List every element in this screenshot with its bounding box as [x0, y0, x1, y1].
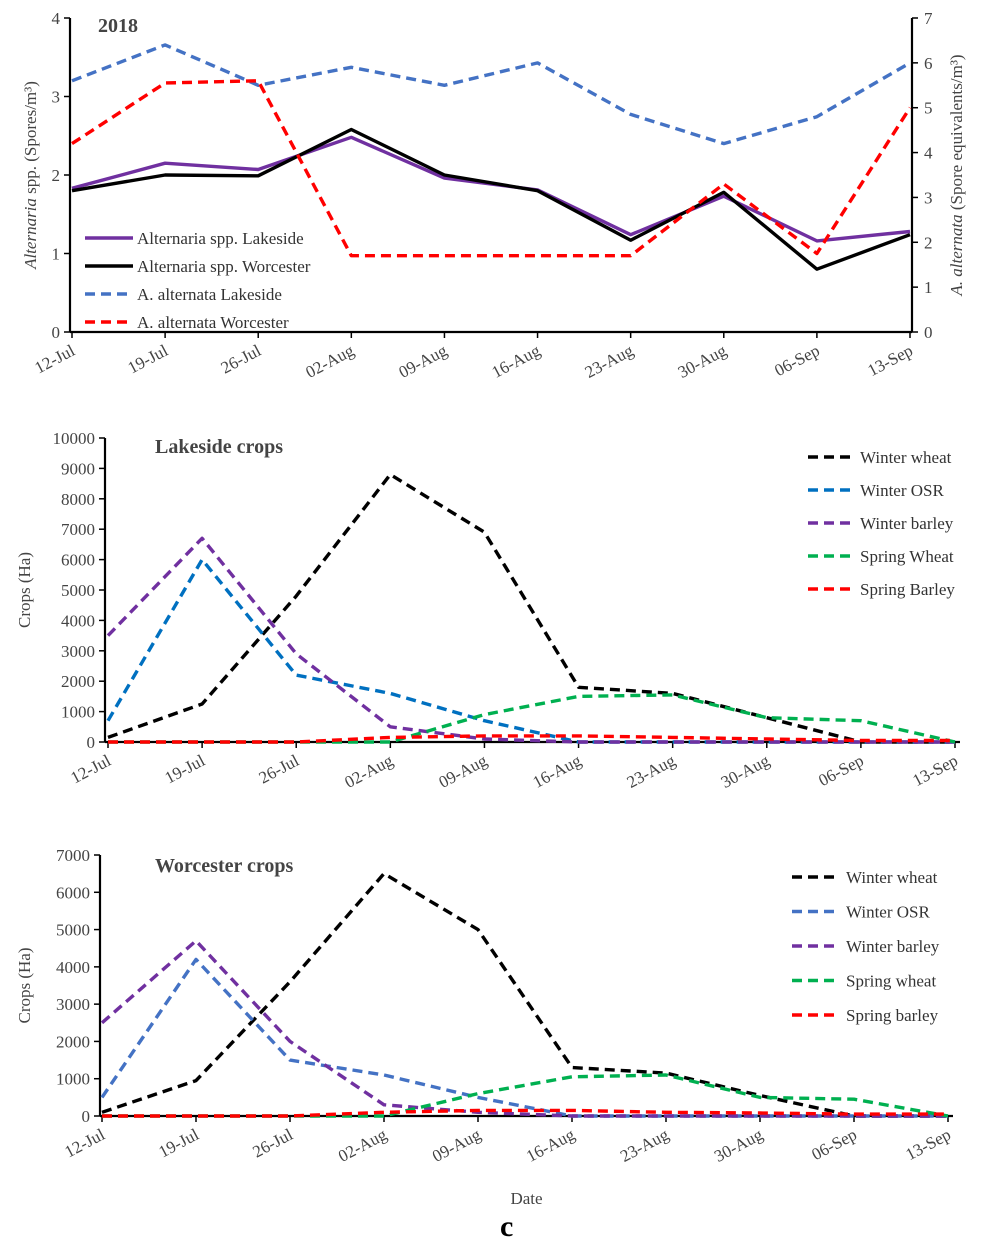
y2-tick-label: 6 — [924, 54, 933, 73]
x-tick-label: 09-Aug — [429, 1125, 484, 1166]
x-tick-label: 06-Sep — [808, 1125, 859, 1164]
y-tick-label: 4 — [52, 9, 61, 28]
legend-label: Winter wheat — [860, 448, 952, 467]
y-tick-label: 1000 — [56, 1070, 90, 1089]
legend-label: Winter wheat — [846, 868, 938, 887]
y-tick-label: 0 — [82, 1107, 91, 1126]
legend-label: Winter OSR — [860, 481, 944, 500]
y-tick-label: 8000 — [61, 490, 95, 509]
series-line — [102, 1073, 949, 1118]
series-line — [71, 127, 911, 271]
series-line — [107, 472, 955, 744]
y-tick-label: 2 — [52, 166, 61, 185]
x-tick-label: 16-Aug — [523, 1125, 578, 1166]
x-tick-label: 19-Jul — [155, 1125, 202, 1162]
x-tick-label: 23-Aug — [617, 1125, 672, 1166]
y2-tick-label: 7 — [924, 9, 933, 28]
y-tick-label: 6000 — [56, 883, 90, 902]
legend-label: A. alternata Worcester — [137, 313, 289, 332]
legend-label: Spring barley — [846, 1006, 939, 1025]
series-line — [71, 43, 911, 146]
y2-tick-label: 3 — [924, 188, 933, 207]
x-tick-label: 26-Jul — [256, 751, 303, 788]
y-tick-label: 1 — [52, 245, 61, 264]
series-line — [106, 536, 955, 744]
y-tick-label: 3000 — [56, 995, 90, 1014]
y2-tick-label: 1 — [924, 278, 933, 297]
series-line — [100, 939, 948, 1118]
x-tick-label: 12-Jul — [31, 341, 78, 378]
y-axis-label: Crops (Ha) — [15, 947, 34, 1023]
y-tick-label: 10000 — [53, 429, 96, 448]
y2-tick-label: 2 — [924, 233, 933, 252]
series-line — [100, 957, 948, 1118]
chart-title: Lakeside crops — [155, 436, 283, 458]
y2-tick-label: 4 — [924, 144, 933, 163]
x-tick-label: 30-Aug — [718, 751, 773, 792]
x-tick-label: 30-Aug — [675, 341, 730, 382]
y-tick-label: 6000 — [61, 551, 95, 570]
y-tick-label: 4000 — [56, 958, 90, 977]
y-tick-label: 2000 — [61, 672, 95, 691]
y-tick-label: 7000 — [61, 520, 95, 539]
x-tick-label: 16-Aug — [530, 751, 585, 792]
x-tick-label: 02-Aug — [335, 1125, 390, 1166]
x-tick-label: 12-Jul — [61, 1125, 108, 1162]
series-line — [106, 557, 955, 744]
legend-label: Winter barley — [860, 514, 954, 533]
x-tick-label: 30-Aug — [711, 1125, 766, 1166]
series-line — [71, 79, 912, 258]
series-line — [71, 135, 911, 243]
x-tick-label: 23-Aug — [624, 751, 679, 792]
x-tick-label: 23-Aug — [582, 341, 637, 382]
y-tick-label: 5000 — [61, 581, 95, 600]
legend-label: Alternaria spp. Worcester — [137, 257, 311, 276]
y-tick-label: 0 — [87, 733, 96, 752]
figure-letter: c — [500, 1210, 514, 1243]
chart-title: 2018 — [98, 15, 138, 37]
series-line — [101, 871, 948, 1118]
y-tick-label: 2000 — [56, 1032, 90, 1051]
y-tick-label: 1000 — [61, 703, 95, 722]
x-tick-label: 02-Aug — [341, 751, 396, 792]
y2-axis-label: A. alternata (Spore equivalents/m³) — [947, 54, 966, 296]
x-tick-label: 16-Aug — [489, 341, 544, 382]
x-tick-label: 09-Aug — [396, 341, 451, 382]
legend-label: Winter barley — [846, 937, 940, 956]
y-tick-label: 3 — [52, 88, 61, 107]
legend-label: A. alternata Lakeside — [137, 285, 282, 304]
x-tick-label: 09-Aug — [436, 751, 491, 792]
x-tick-label: 06-Sep — [815, 751, 866, 790]
y-axis-label: Crops (Ha) — [15, 552, 34, 628]
y-tick-label: 7000 — [56, 846, 90, 865]
x-tick-label: 13-Sep — [864, 341, 915, 380]
y-tick-label: 4000 — [61, 611, 95, 630]
legend-label: Spring Wheat — [860, 547, 954, 566]
x-tick-label: 12-Jul — [67, 751, 114, 788]
x-tick-label: 06-Sep — [771, 341, 822, 380]
x-tick-label: 26-Jul — [249, 1125, 296, 1162]
legend-label: Spring Barley — [860, 580, 955, 599]
series-line — [102, 1108, 948, 1118]
y-tick-label: 3000 — [61, 642, 95, 661]
x-tick-label: 26-Jul — [218, 341, 265, 378]
y2-tick-label: 0 — [924, 323, 933, 342]
y-tick-label: 5000 — [56, 921, 90, 940]
y-axis-label: Alternaria spp. (Spores/m³) — [21, 81, 40, 270]
x-tick-label: 02-Aug — [302, 341, 357, 382]
x-tick-label: 19-Jul — [125, 341, 172, 378]
chart-title: Worcester crops — [155, 855, 294, 877]
x-axis-label: Date — [510, 1189, 542, 1208]
legend-label: Winter OSR — [846, 903, 930, 922]
x-tick-label: 13-Sep — [902, 1125, 953, 1164]
y-tick-label: 0 — [52, 323, 61, 342]
legend-label: Spring wheat — [846, 972, 936, 991]
legend-label: Alternaria spp. Lakeside — [137, 229, 304, 248]
x-tick-label: 19-Jul — [162, 751, 209, 788]
series-line — [108, 734, 955, 744]
y2-tick-label: 5 — [924, 99, 933, 118]
y-tick-label: 9000 — [61, 459, 95, 478]
x-tick-label: 13-Sep — [909, 751, 960, 790]
